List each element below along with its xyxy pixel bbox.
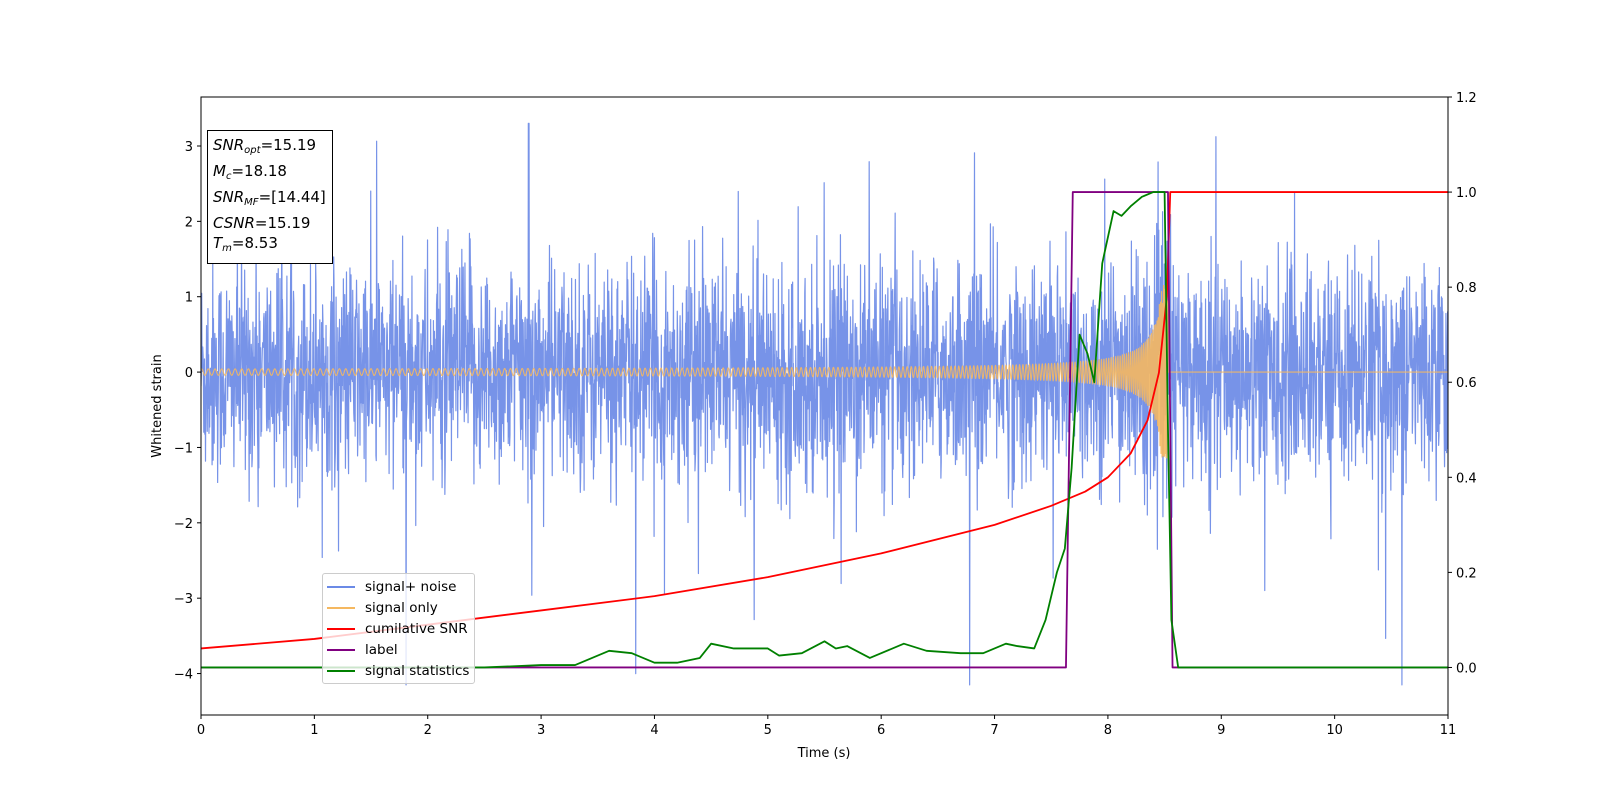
x-tick-label: 3 <box>537 723 545 738</box>
x-tick-label: 1 <box>310 723 318 738</box>
y-tick-label-left: −1 <box>174 441 193 456</box>
y-tick-label-left: −4 <box>174 668 193 683</box>
legend-swatch <box>327 606 355 609</box>
legend-item-signal-only: signal only <box>327 597 469 618</box>
legend-item-cumulative-snr: cumilative SNR <box>327 618 469 639</box>
legend-swatch <box>327 669 355 672</box>
legend-swatch <box>327 585 355 588</box>
infobox-snr-mf: SNRMF=[14.44] <box>213 188 326 208</box>
y-tick-label-right: 1.0 <box>1456 186 1477 201</box>
y-axis-label-left: Whitened strain <box>150 354 165 457</box>
infobox-csnr: CSNR=15.19 <box>213 214 311 232</box>
legend-label: signal statistics <box>365 662 470 679</box>
axes: 0 1 2 3 4 5 6 7 8 9 10 11 −4 −3 −2 −1 0 1 2 3 0.0 0.2 0.4 0.6 0.… <box>174 91 1477 738</box>
y-tick-label-left: 2 <box>185 215 193 230</box>
series-signal-statistics-line <box>201 191 1448 669</box>
series-signal-only-line <box>201 284 1448 459</box>
y-tick-label-right: 0.0 <box>1456 661 1477 676</box>
y-tick-label-right: 0.6 <box>1456 376 1477 391</box>
legend-label: cumilative SNR <box>365 620 468 637</box>
x-tick-label: 6 <box>877 723 885 738</box>
y-tick-label-right: 1.2 <box>1456 91 1477 106</box>
infobox-snr-opt: SNRopt=15.19 <box>213 136 317 156</box>
infobox-tm: Tm=8.53 <box>213 234 278 254</box>
chart-legend: signal+ noise signal only cumilative SNR… <box>322 573 476 684</box>
y-tick-label-right: 0.4 <box>1456 471 1477 486</box>
stats-infobox: SNRopt=15.19 Mc=18.18 SNRMF=[14.44] CSNR… <box>207 130 333 264</box>
y-tick-label-left: 1 <box>185 291 193 306</box>
legend-item-signal-noise: signal+ noise <box>327 576 469 597</box>
x-tick-label: 2 <box>424 723 432 738</box>
plot-area <box>201 122 1448 686</box>
y-tick-label-left: 3 <box>185 140 193 155</box>
y-tick-label-left: −3 <box>174 592 193 607</box>
legend-item-signal-statistics: signal statistics <box>327 660 469 681</box>
legend-label: label <box>365 641 398 658</box>
legend-label: signal+ noise <box>365 578 457 595</box>
x-tick-label: 5 <box>764 723 772 738</box>
x-tick-label: 4 <box>650 723 658 738</box>
y-tick-label-right: 0.8 <box>1456 281 1477 296</box>
x-tick-label: 11 <box>1440 723 1457 738</box>
legend-swatch <box>327 648 355 651</box>
legend-label: signal only <box>365 599 438 616</box>
y-tick-label-left: −2 <box>174 517 193 532</box>
y-tick-label-left: 0 <box>185 366 193 381</box>
infobox-mc: Mc=18.18 <box>213 162 287 182</box>
plot-frame <box>200 96 1449 716</box>
x-axis-label: Time (s) <box>797 746 851 761</box>
y-tick-label-right: 0.2 <box>1456 566 1477 581</box>
x-tick-label: 0 <box>197 723 205 738</box>
legend-swatch <box>327 627 355 630</box>
x-tick-label: 7 <box>990 723 998 738</box>
x-tick-label: 9 <box>1217 723 1225 738</box>
x-tick-label: 10 <box>1326 723 1343 738</box>
legend-item-label: label <box>327 639 469 660</box>
x-tick-label: 8 <box>1104 723 1112 738</box>
